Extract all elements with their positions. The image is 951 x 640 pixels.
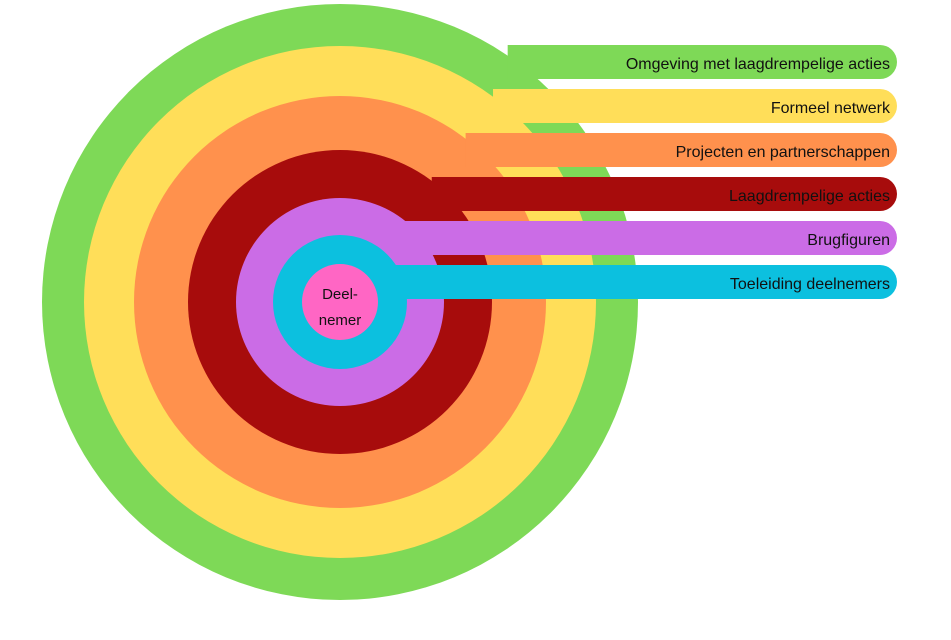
center-disc — [302, 264, 378, 340]
band-omgeving — [507, 45, 897, 79]
label-projecten: Projecten en partnerschappen — [676, 144, 890, 161]
label-omgeving: Omgeving met laagdrempelige acties — [626, 56, 890, 73]
band-brugfiguren — [402, 221, 897, 255]
band-toeleiding — [376, 265, 897, 299]
labels-group: Omgeving met laagdrempelige acties Forme… — [319, 56, 891, 329]
label-brugfiguren: Brugfiguren — [807, 232, 890, 249]
label-formeel-netwerk: Formeel netwerk — [771, 100, 891, 117]
band-projecten — [465, 133, 897, 167]
band-laagdrempelige-acties — [431, 177, 897, 211]
label-toeleiding: Toeleiding deelnemers — [730, 276, 890, 293]
label-laagdrempelige-acties: Laagdrempelige acties — [729, 188, 890, 205]
center-label-line-2: nemer — [319, 312, 362, 329]
center-label-line-1: Deel- — [322, 286, 358, 303]
rings-group — [42, 4, 897, 600]
band-formeel-netwerk — [493, 89, 897, 123]
